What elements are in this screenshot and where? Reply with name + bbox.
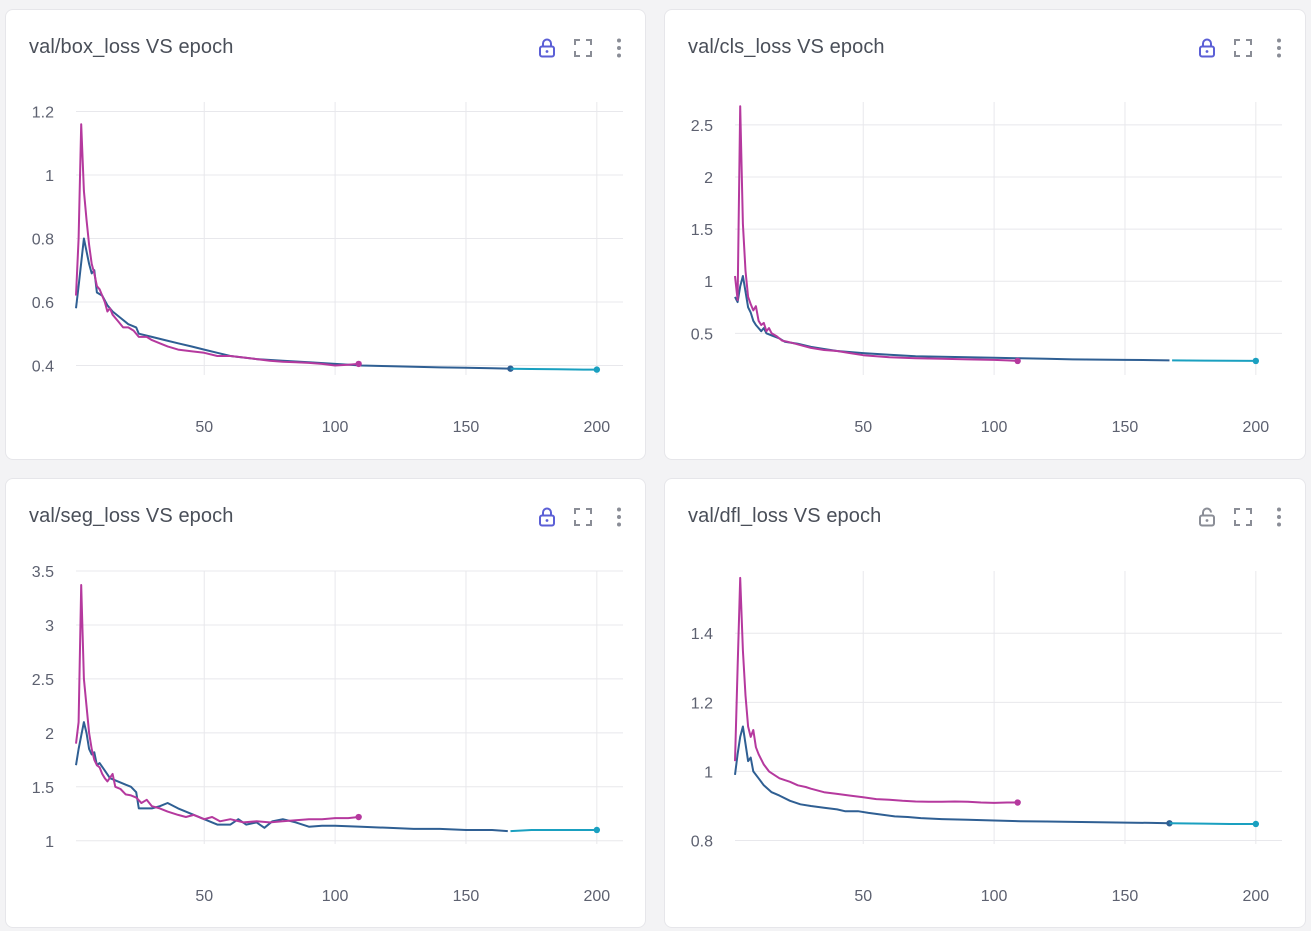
fullscreen-icon[interactable]	[571, 36, 595, 60]
series-end-point[interactable]	[1252, 357, 1260, 365]
chart-toolbar	[1195, 505, 1291, 529]
unlock-icon[interactable]	[1195, 505, 1219, 529]
series-line-blue	[75, 237, 511, 370]
series-end-point[interactable]	[593, 826, 601, 834]
chart-dfl-loss[interactable]: 0.8 1 1.2 1.4 50 100 150 200	[665, 479, 1307, 929]
series-end-point[interactable]	[507, 365, 514, 372]
series-line-teal	[1169, 822, 1256, 825]
y-tick-label: 1.4	[691, 626, 713, 643]
fullscreen-icon[interactable]	[1231, 505, 1255, 529]
series-line-magenta	[734, 105, 1018, 362]
lock-icon[interactable]	[1195, 36, 1219, 60]
y-tick-label: 1.5	[32, 780, 54, 797]
lock-icon[interactable]	[535, 505, 559, 529]
y-tick-label: 2	[704, 170, 713, 187]
y-tick-label: 1.2	[32, 105, 54, 122]
x-tick-label: 100	[322, 419, 349, 436]
series-line-blue	[734, 275, 1170, 362]
y-tick-label: 1	[45, 168, 54, 185]
y-tick-label: 0.5	[691, 326, 713, 343]
x-tick-label: 50	[854, 888, 872, 905]
x-tick-label: 50	[195, 888, 213, 905]
chart-panel-cls-loss: 0.5 1 1.5 2 2.5 50 100 150 200 val/cls_loss VS e…	[664, 9, 1306, 460]
x-tick-label: 50	[195, 419, 213, 436]
chart-title: val/box_loss VS epoch	[29, 36, 234, 58]
x-tick-label: 100	[322, 888, 349, 905]
series-line-magenta	[75, 123, 359, 367]
x-tick-label: 150	[453, 419, 480, 436]
fullscreen-icon[interactable]	[1231, 36, 1255, 60]
grid	[735, 571, 1282, 844]
y-tick-label: 2	[45, 726, 54, 743]
series-line-teal	[1172, 359, 1256, 362]
chart-title: val/dfl_loss VS epoch	[688, 505, 882, 527]
grid	[76, 570, 623, 844]
x-tick-label: 50	[854, 419, 872, 436]
series-line-blue	[734, 725, 1170, 825]
chart-toolbar	[535, 505, 631, 529]
chart-toolbar	[1195, 36, 1291, 60]
lock-icon[interactable]	[535, 36, 559, 60]
grid	[76, 102, 623, 375]
y-tick-label: 3.5	[32, 564, 54, 581]
y-tick-label: 1	[704, 274, 713, 291]
x-tick-label: 200	[583, 888, 610, 905]
chart-panel-box-loss: 0.4 0.6 0.8 1 1.2 50 100 150 200 val/box_loss VS…	[5, 9, 646, 460]
series-line-blue	[75, 721, 508, 833]
y-tick-label: 3	[45, 618, 54, 635]
series-end-point[interactable]	[1014, 799, 1021, 806]
y-tick-label: 1.5	[691, 222, 713, 239]
series-line-magenta	[75, 584, 359, 824]
chart-seg-loss[interactable]: 1 1.5 2 2.5 3 3.5 50 100 150 200	[6, 479, 647, 929]
x-tick-label: 150	[1112, 888, 1139, 905]
series-end-point[interactable]	[1252, 820, 1260, 828]
y-tick-label: 2.5	[691, 118, 713, 135]
y-tick-label: 0.8	[691, 834, 713, 851]
x-tick-label: 100	[981, 888, 1008, 905]
fullscreen-icon[interactable]	[571, 505, 595, 529]
y-tick-label: 0.8	[32, 232, 54, 249]
x-tick-label: 150	[1112, 419, 1139, 436]
x-tick-label: 150	[453, 888, 480, 905]
y-tick-label: 2.5	[32, 672, 54, 689]
series-line-magenta	[734, 576, 1018, 804]
chart-panel-seg-loss: 1 1.5 2 2.5 3 3.5 50 100 150 200 val/seg_loss VS …	[5, 478, 646, 928]
y-tick-label: 1	[45, 834, 54, 851]
series-end-point[interactable]	[1014, 357, 1021, 365]
y-tick-label: 1.2	[691, 695, 713, 712]
x-tick-label: 100	[981, 419, 1008, 436]
more-options-icon[interactable]	[1267, 36, 1291, 60]
series-end-point[interactable]	[1166, 820, 1173, 827]
more-options-icon[interactable]	[607, 36, 631, 60]
y-tick-label: 0.4	[32, 358, 54, 375]
chart-title: val/seg_loss VS epoch	[29, 505, 234, 527]
chart-cls-loss[interactable]: 0.5 1 1.5 2 2.5 50 100 150 200	[665, 10, 1307, 461]
y-tick-label: 0.6	[32, 295, 54, 312]
x-tick-label: 200	[1242, 888, 1269, 905]
series-end-point[interactable]	[593, 366, 601, 373]
chart-toolbar	[535, 36, 631, 60]
series-end-point[interactable]	[355, 360, 362, 368]
grid	[735, 102, 1282, 375]
chart-box-loss[interactable]: 0.4 0.6 0.8 1 1.2 50 100 150 200	[6, 10, 647, 461]
series-end-point[interactable]	[355, 813, 362, 821]
more-options-icon[interactable]	[607, 505, 631, 529]
series-line-teal	[510, 367, 597, 371]
series-line-teal	[510, 829, 597, 833]
chart-title: val/cls_loss VS epoch	[688, 36, 885, 58]
x-tick-label: 200	[1242, 419, 1269, 436]
chart-panel-dfl-loss: 0.8 1 1.2 1.4 50 100 150 200 val/dfl_loss VS ep…	[664, 478, 1306, 928]
y-tick-label: 1	[704, 764, 713, 781]
x-tick-label: 200	[583, 419, 610, 436]
more-options-icon[interactable]	[1267, 505, 1291, 529]
